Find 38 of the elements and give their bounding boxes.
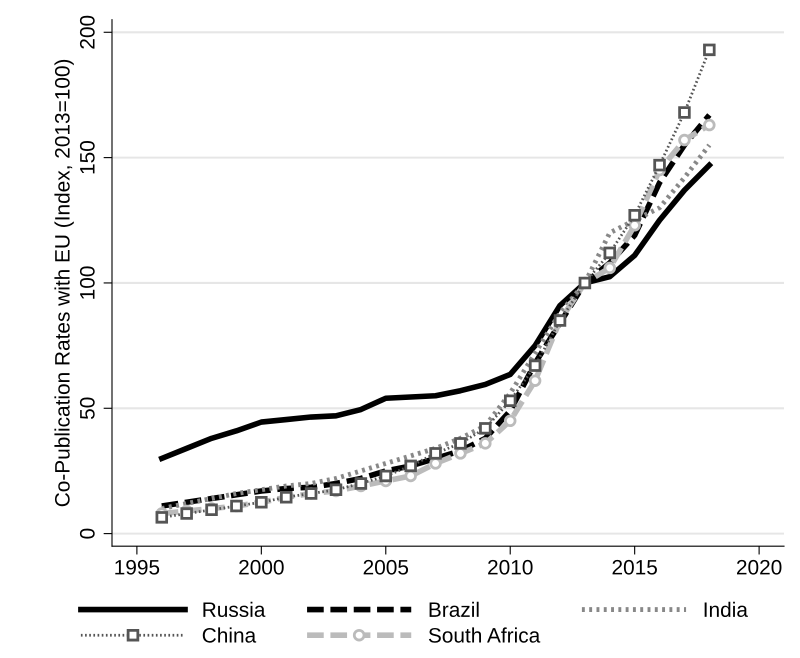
point xyxy=(454,437,467,450)
y-axis-title: Co-Publication Rates with EU (Index, 2013=100) xyxy=(54,60,74,506)
point xyxy=(429,447,442,460)
x-tick-label: 2015 xyxy=(612,560,657,575)
point xyxy=(528,359,542,372)
point xyxy=(703,44,716,56)
point xyxy=(404,460,417,472)
point xyxy=(156,511,168,524)
y-tick-label: 50 xyxy=(80,398,95,420)
point xyxy=(604,246,616,260)
x-tick-label: 2020 xyxy=(736,560,782,575)
y-tick-label: 150 xyxy=(80,141,95,174)
point xyxy=(528,374,542,387)
point xyxy=(653,158,666,172)
point xyxy=(180,507,193,520)
legend-label: Russia xyxy=(203,602,266,618)
point xyxy=(703,118,716,132)
point xyxy=(479,422,492,435)
point xyxy=(354,477,368,490)
y-tick-label: 0 xyxy=(80,528,95,539)
point xyxy=(678,106,691,119)
point xyxy=(628,209,641,222)
point xyxy=(504,414,516,428)
point xyxy=(678,134,691,146)
point xyxy=(380,470,392,482)
y-tick-label: 100 xyxy=(80,266,95,299)
x-tick-label: 2005 xyxy=(364,560,408,575)
legend-label: Brazil xyxy=(430,602,479,618)
legend-label: South Africa xyxy=(428,627,540,643)
legend-label: China xyxy=(202,627,256,643)
point xyxy=(504,394,516,408)
x-tick-label: 1995 xyxy=(115,560,160,575)
legend-label: India xyxy=(704,602,748,618)
x-tick-label: 2010 xyxy=(488,560,533,575)
point xyxy=(479,437,492,450)
point xyxy=(604,262,616,274)
y-tick-label: 200 xyxy=(80,16,95,49)
x-tick-label: 2000 xyxy=(239,560,284,575)
